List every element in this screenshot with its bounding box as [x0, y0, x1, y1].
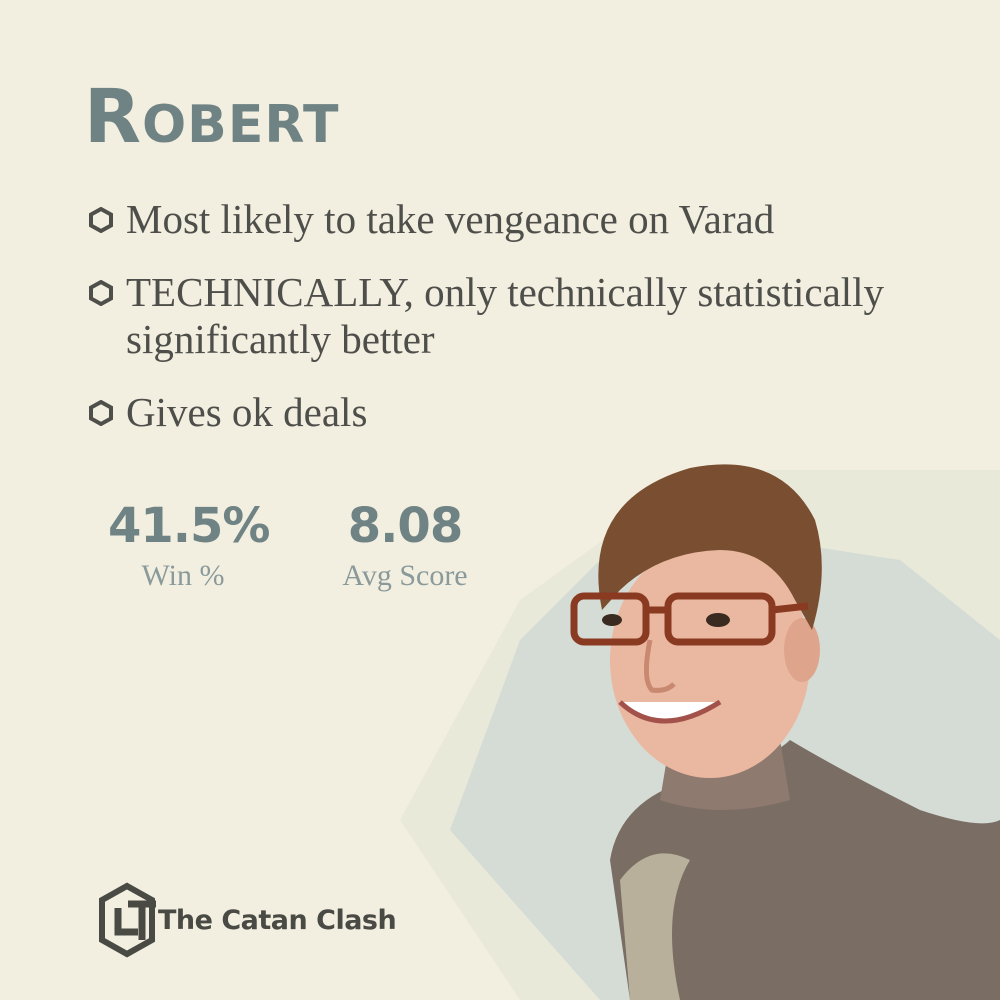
trait-item: Gives ok deals	[88, 389, 908, 436]
stats-block: 41.5% Win % 8.08 Avg Score	[108, 498, 488, 608]
trait-item: Most likely to take vengeance on Varad	[88, 196, 908, 243]
hexagon-bullet-icon	[89, 400, 113, 426]
photo-glasses	[570, 592, 809, 646]
trait-text: Gives ok deals	[126, 389, 368, 435]
trait-item: TECHNICALLY, only technically statistica…	[88, 269, 908, 363]
trait-text: Most likely to take vengeance on Varad	[126, 196, 775, 242]
trait-text: TECHNICALLY, only technically statistica…	[126, 269, 885, 362]
player-photo	[570, 464, 1000, 1000]
photo-face	[610, 542, 810, 778]
photo-eye	[706, 613, 730, 627]
stat-average-score: 8.08 Avg Score	[330, 498, 480, 594]
brand-logo: The Catan Clash	[98, 880, 397, 960]
photo-eye	[602, 614, 622, 626]
photo-ear	[784, 618, 820, 682]
brand-name: The Catan Clash	[158, 904, 397, 936]
photo-smile	[618, 699, 722, 724]
catan-clash-logo-icon	[99, 882, 156, 958]
hexagon-bullet-icon	[89, 280, 113, 306]
stat-label: Win %	[141, 559, 225, 592]
trait-list: Most likely to take vengeance on Varad T…	[88, 196, 908, 462]
stat-value: 41.5%	[108, 498, 271, 554]
stat-label: Avg Score	[342, 559, 468, 592]
photo-nose	[644, 639, 676, 693]
photo-body-highlight	[620, 853, 690, 1000]
stat-value: 8.08	[347, 498, 463, 554]
player-name: Robert	[84, 74, 340, 160]
hexagon-bullet-icon	[89, 207, 113, 233]
photo-hair	[598, 464, 822, 630]
stat-win-percentage: 41.5% Win %	[108, 498, 271, 594]
